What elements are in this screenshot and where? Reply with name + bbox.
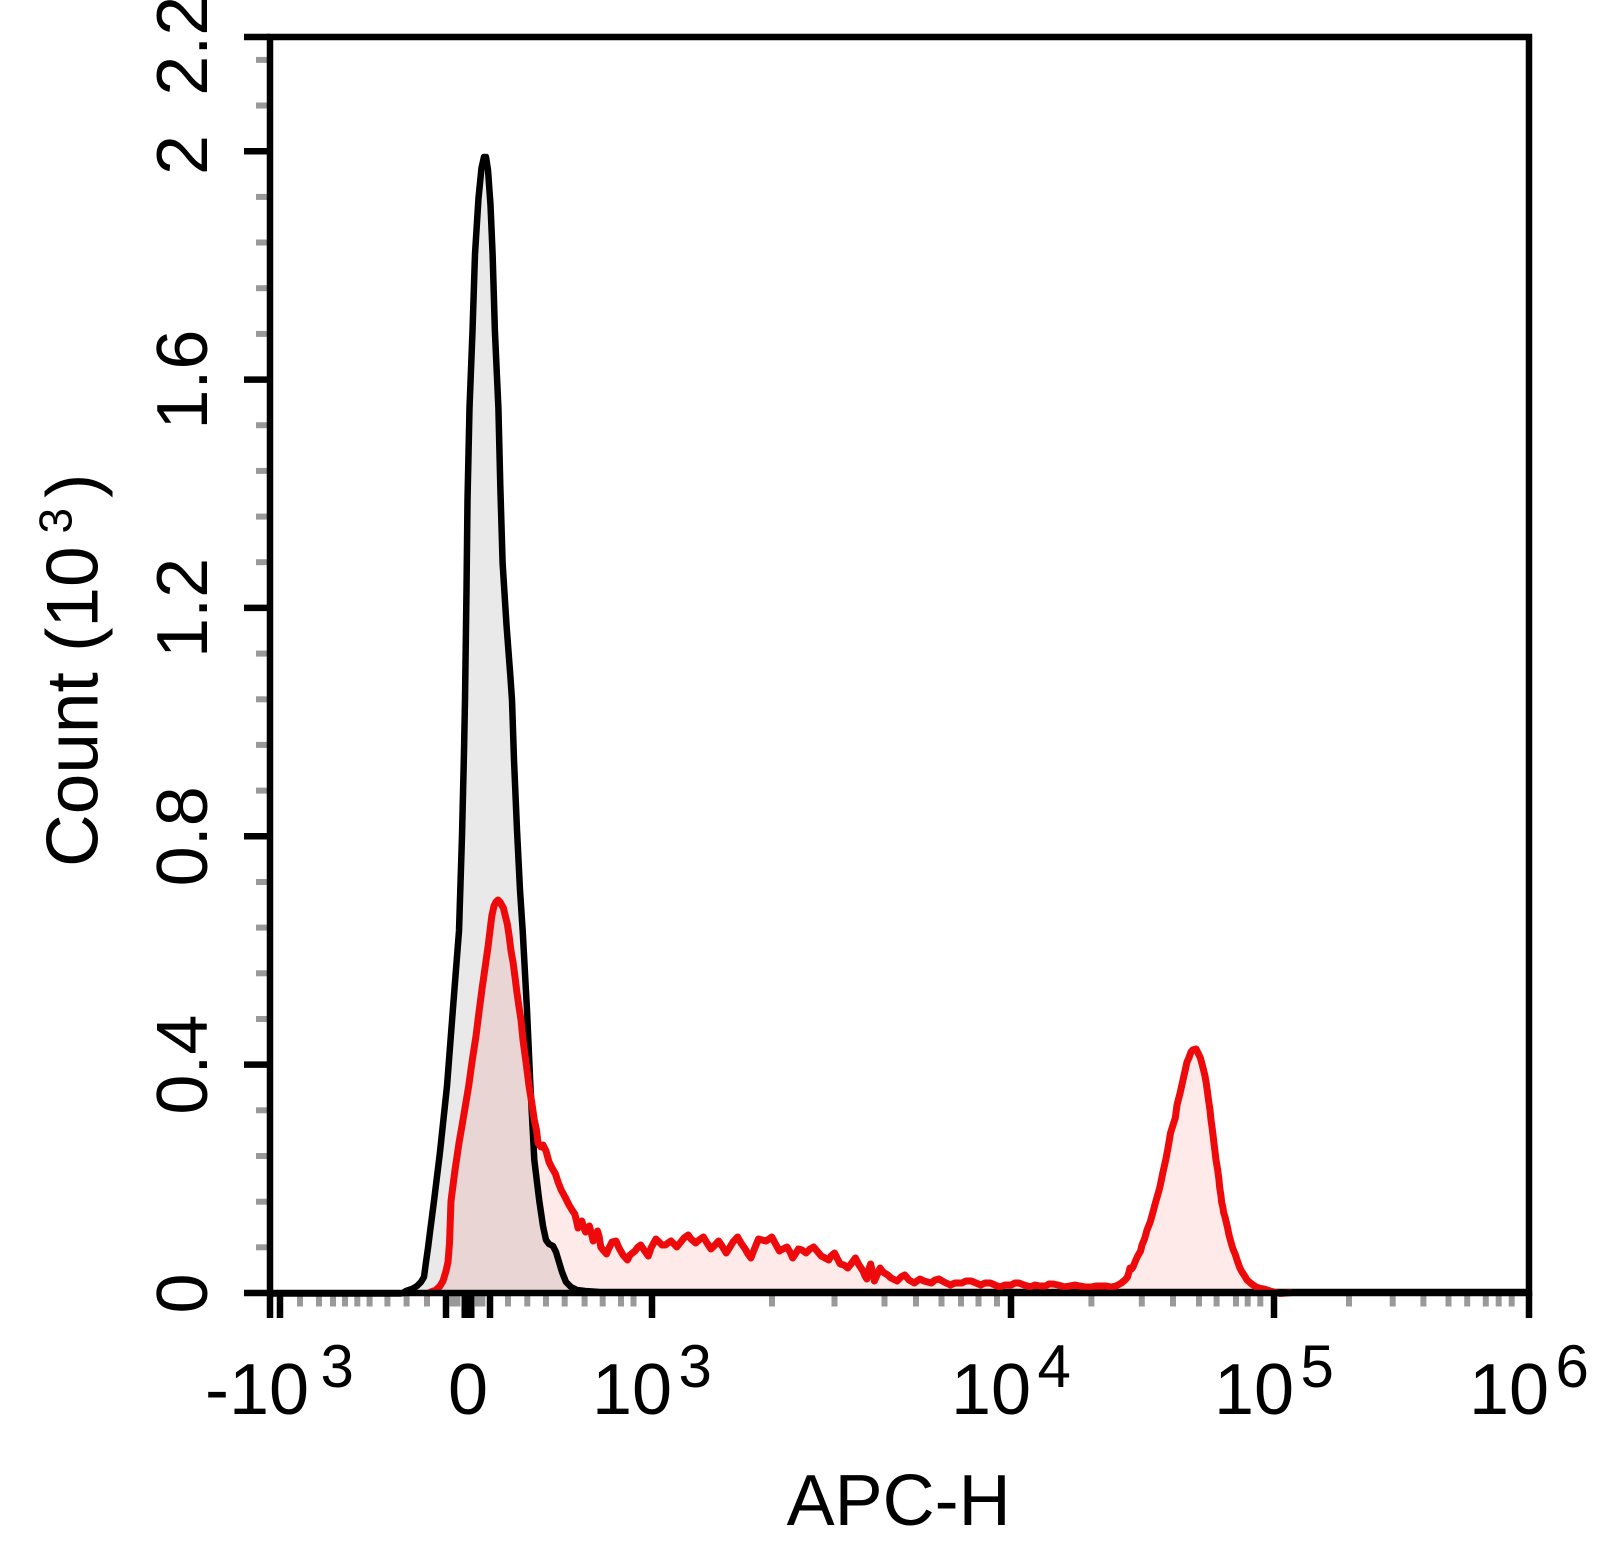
svg-text:1.6: 1.6 bbox=[143, 330, 223, 430]
svg-text:2.2: 2.2 bbox=[143, 0, 223, 96]
svg-text:10: 10 bbox=[951, 1350, 1031, 1430]
svg-text:APC-H: APC-H bbox=[787, 1461, 1011, 1541]
svg-text:3: 3 bbox=[679, 1333, 712, 1400]
svg-text:): ) bbox=[33, 474, 114, 498]
svg-text:10: 10 bbox=[1214, 1350, 1294, 1430]
svg-text:10: 10 bbox=[1469, 1350, 1549, 1430]
svg-text:6: 6 bbox=[1556, 1333, 1589, 1400]
svg-text:0.8: 0.8 bbox=[143, 786, 223, 886]
svg-text:3: 3 bbox=[321, 1333, 354, 1400]
svg-text:1.2: 1.2 bbox=[143, 558, 223, 658]
svg-text:-10: -10 bbox=[205, 1350, 309, 1430]
svg-text:0.4: 0.4 bbox=[143, 1015, 223, 1115]
svg-text:2: 2 bbox=[143, 135, 223, 175]
svg-text:Count (10: Count (10 bbox=[33, 546, 114, 867]
svg-text:3: 3 bbox=[30, 508, 82, 534]
svg-text:0: 0 bbox=[143, 1273, 223, 1313]
svg-text:0: 0 bbox=[448, 1350, 488, 1430]
svg-text:10: 10 bbox=[592, 1350, 672, 1430]
svg-text:4: 4 bbox=[1038, 1333, 1071, 1400]
svg-text:5: 5 bbox=[1301, 1333, 1334, 1400]
